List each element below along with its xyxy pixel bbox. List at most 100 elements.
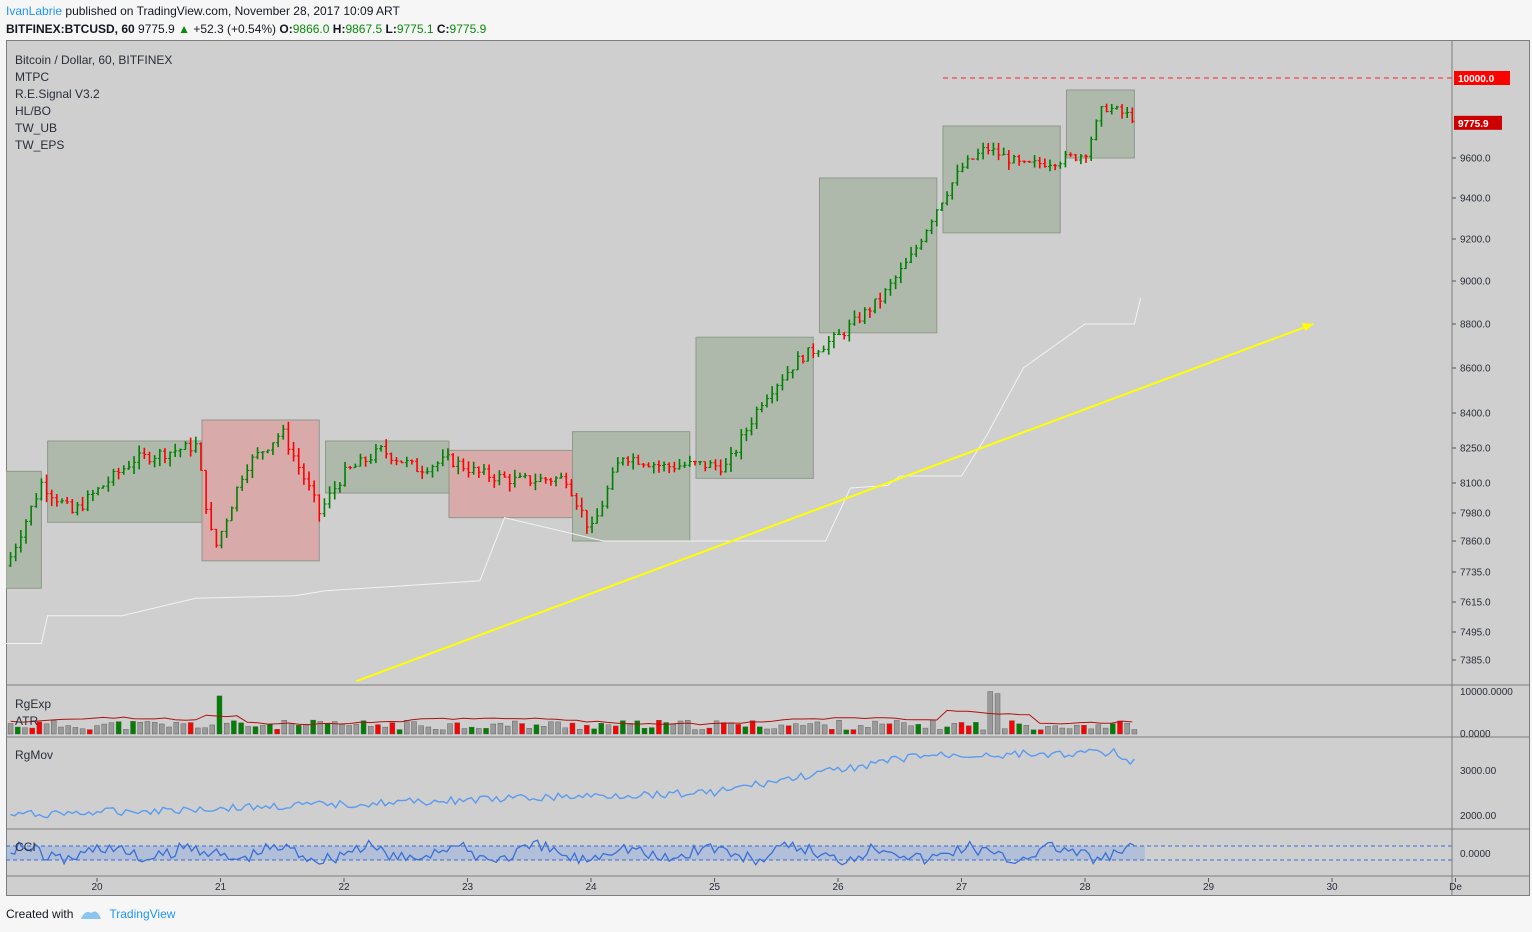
- candle: [909, 246, 914, 264]
- author-link[interactable]: IvanLabrie: [6, 4, 63, 18]
- volume-bar: [180, 723, 187, 735]
- candle: [651, 462, 656, 474]
- volume-bar: [36, 721, 43, 735]
- volume-bar: [973, 722, 979, 735]
- pane-label-rgexp[interactable]: RgExp: [15, 697, 52, 711]
- candle: [723, 457, 728, 473]
- volume-bar: [771, 728, 777, 735]
- candle: [564, 472, 569, 489]
- candle: [1125, 106, 1130, 118]
- tradingview-link[interactable]: TradingView: [109, 907, 176, 921]
- candle: [955, 164, 960, 186]
- candle: [1104, 103, 1109, 113]
- volume-bar: [137, 721, 143, 735]
- volume-bar: [512, 720, 518, 735]
- candle: [255, 447, 260, 460]
- volume-bar: [937, 729, 943, 735]
- legend-item-hlbo[interactable]: HL/BO: [15, 104, 52, 118]
- candle: [795, 351, 800, 371]
- volume-bar: [87, 729, 93, 735]
- candle: [487, 464, 492, 482]
- candle: [718, 459, 723, 476]
- candle: [96, 486, 101, 496]
- candle: [291, 441, 296, 462]
- candle: [476, 466, 481, 478]
- volume-bar: [627, 723, 633, 735]
- candle: [1053, 163, 1058, 171]
- volume-bar: [620, 720, 626, 735]
- price-chart[interactable]: 9600.0 9400.0 9200.0 9000.0 8800.0 8600.0 8400…: [6, 40, 1530, 896]
- candle: [29, 505, 34, 526]
- volume-bar: [209, 724, 215, 735]
- price-tick-label: 8600.0: [1460, 364, 1491, 375]
- volume-bar: [231, 720, 237, 735]
- legend-item-tweps[interactable]: TW_EPS: [15, 138, 65, 152]
- publish-text: published on TradingView.com, November 2…: [65, 4, 400, 18]
- candle: [811, 343, 816, 359]
- legend-item-resignal[interactable]: R.E.Signal V3.2: [15, 87, 100, 101]
- volume-bar: [166, 726, 172, 735]
- volume-bar: [396, 729, 403, 735]
- volume-bar: [829, 729, 835, 735]
- candle: [831, 332, 836, 349]
- volume-bar: [29, 727, 35, 735]
- price-badge: [1454, 71, 1510, 85]
- candle: [903, 257, 908, 270]
- volume-bar: [65, 725, 71, 735]
- candle: [626, 456, 631, 466]
- candle: [219, 530, 224, 549]
- candle: [1084, 154, 1089, 163]
- volume-bar: [1081, 725, 1087, 735]
- candle: [415, 458, 420, 473]
- candle: [1042, 158, 1047, 168]
- candle: [991, 142, 996, 156]
- volume-bar: [793, 723, 799, 735]
- volume-bar: [742, 726, 749, 735]
- candle: [49, 489, 54, 507]
- candle: [523, 472, 528, 479]
- candle: [85, 490, 90, 512]
- volume-bar: [944, 726, 950, 735]
- volume-bar: [1124, 723, 1130, 735]
- candle: [193, 436, 198, 453]
- price-tick-label: 9400.0: [1460, 194, 1491, 205]
- candle: [924, 229, 929, 243]
- candle: [507, 473, 512, 492]
- volume-bar: [454, 722, 460, 735]
- candle: [950, 182, 955, 200]
- candle: [996, 142, 1001, 161]
- volume-bar: [504, 725, 511, 735]
- candle: [1078, 154, 1083, 165]
- candle: [358, 453, 363, 467]
- volume-bar: [1066, 728, 1073, 735]
- candle: [837, 329, 842, 335]
- candle: [240, 475, 245, 491]
- volume-bar: [476, 728, 482, 735]
- candle: [250, 454, 255, 479]
- candle: [543, 476, 548, 484]
- candle: [1017, 154, 1022, 166]
- candle: [152, 455, 157, 468]
- legend-item-twub[interactable]: TW_UB: [15, 121, 57, 135]
- volume-bar: [735, 724, 741, 735]
- candle: [178, 448, 183, 458]
- volume-bar: [886, 723, 893, 735]
- legend-title[interactable]: Bitcoin / Dollar, 60, BITFINEX: [15, 53, 173, 67]
- candle: [975, 148, 980, 161]
- pane-label-cci[interactable]: CCI: [15, 840, 36, 854]
- price-tick-label: 9600.0: [1460, 154, 1491, 165]
- candle: [430, 464, 435, 478]
- x-tick-label: 23: [462, 882, 474, 893]
- candle: [965, 155, 970, 169]
- pane-label-atr[interactable]: ATR: [15, 714, 39, 728]
- candle: [90, 489, 95, 502]
- candle: [517, 472, 522, 479]
- volume-bar: [958, 722, 965, 735]
- pane-label-rgmov[interactable]: RgMov: [15, 748, 54, 762]
- legend-item-mtpc[interactable]: MTPC: [15, 70, 49, 84]
- range-box: [942, 125, 1061, 234]
- range-box: [6, 470, 42, 589]
- rgmov-line: [10, 747, 1135, 819]
- volume-bar: [43, 723, 50, 735]
- price-badge: [1454, 115, 1502, 130]
